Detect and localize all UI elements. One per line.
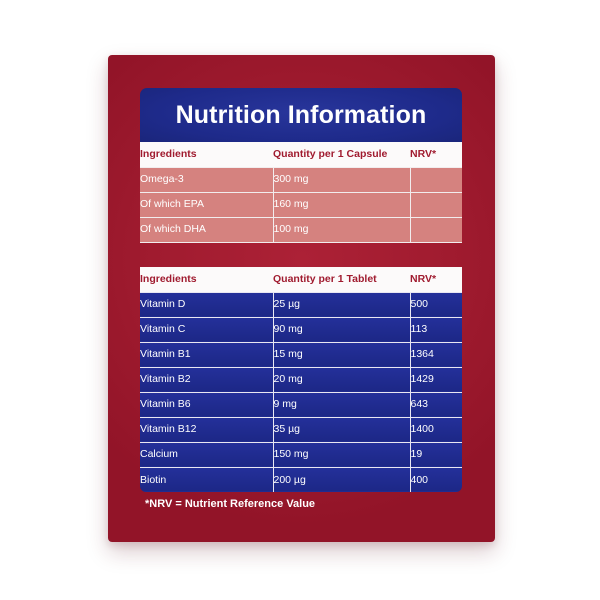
table-row: Vitamin B6 9 mg 643 bbox=[140, 391, 462, 417]
table-header-row: Ingredients Quantity per 1 Capsule NRV* bbox=[140, 142, 462, 167]
cell-ingredient: Vitamin D bbox=[140, 291, 273, 317]
cell-quantity: 300 mg bbox=[272, 166, 410, 192]
table-row: Vitamin D 25 µg 500 bbox=[140, 291, 462, 317]
cell-quantity: 25 µg bbox=[272, 291, 410, 317]
cell-quantity: 20 mg bbox=[272, 366, 410, 392]
cell-ingredient: Biotin bbox=[140, 466, 273, 492]
header-cell-ingredients: Ingredients bbox=[140, 142, 273, 167]
cell-nrv: 400 bbox=[409, 466, 462, 492]
table-row: Vitamin B2 20 mg 1429 bbox=[140, 366, 462, 392]
table-row: Vitamin B12 35 µg 1400 bbox=[140, 416, 462, 442]
header-cell-ingredients: Ingredients bbox=[140, 267, 273, 292]
cell-nrv bbox=[409, 166, 462, 192]
cell-quantity: 9 mg bbox=[272, 391, 410, 417]
section-gap-cell bbox=[140, 242, 462, 267]
cell-nrv: 643 bbox=[409, 391, 462, 417]
cell-ingredient: Vitamin B1 bbox=[140, 341, 273, 367]
table-row: Vitamin C 90 mg 113 bbox=[140, 316, 462, 342]
page-title: Nutrition Information bbox=[175, 100, 427, 129]
table-row: Omega-3 300 mg bbox=[140, 166, 462, 192]
cell-ingredient: Calcium bbox=[140, 441, 273, 467]
cell-nrv: 19 bbox=[409, 441, 462, 467]
cell-nrv bbox=[409, 191, 462, 217]
cell-nrv: 1429 bbox=[409, 366, 462, 392]
cell-quantity: 90 mg bbox=[272, 316, 410, 342]
cell-quantity: 150 mg bbox=[272, 441, 410, 467]
table-row: Calcium 150 mg 19 bbox=[140, 441, 462, 467]
cell-ingredient: Vitamin B6 bbox=[140, 391, 273, 417]
cell-ingredient: Omega-3 bbox=[140, 166, 273, 192]
table-row: Biotin 200 µg 400 bbox=[140, 466, 462, 492]
section-gap bbox=[140, 242, 462, 267]
nrv-footnote: *NRV = Nutrient Reference Value bbox=[145, 498, 316, 510]
cell-ingredient: Of which EPA bbox=[140, 191, 273, 217]
cell-nrv: 1364 bbox=[409, 341, 462, 367]
table-row: Vitamin B1 15 mg 1364 bbox=[140, 341, 462, 367]
cell-ingredient: Of which DHA bbox=[140, 216, 273, 243]
header-cell-nrv: NRV* bbox=[410, 267, 462, 292]
nutrition-table: Ingredients Quantity per 1 Capsule NRV* Ome… bbox=[140, 142, 462, 492]
cell-quantity: 100 mg bbox=[272, 216, 410, 243]
nutrition-label-card: Nutrition Information Ingredients Quantit… bbox=[108, 55, 495, 542]
title-banner: Nutrition Information bbox=[140, 88, 462, 142]
cell-nrv bbox=[409, 216, 462, 243]
header-cell-quantity: Quantity per 1 Capsule bbox=[273, 142, 410, 167]
cell-nrv: 1400 bbox=[409, 416, 462, 442]
cell-ingredient: Vitamin B12 bbox=[140, 416, 273, 442]
cell-quantity: 15 mg bbox=[272, 341, 410, 367]
cell-nrv: 113 bbox=[409, 316, 462, 342]
table-row: Of which DHA 100 mg bbox=[140, 216, 462, 243]
table-row: Of which EPA 160 mg bbox=[140, 191, 462, 217]
header-cell-quantity: Quantity per 1 Tablet bbox=[273, 267, 410, 292]
cell-quantity: 200 µg bbox=[272, 466, 410, 492]
header-cell-nrv: NRV* bbox=[410, 142, 462, 167]
cell-ingredient: Vitamin C bbox=[140, 316, 273, 342]
cell-quantity: 160 mg bbox=[272, 191, 410, 217]
cell-quantity: 35 µg bbox=[272, 416, 410, 442]
cell-nrv: 500 bbox=[409, 291, 462, 317]
table-header-row: Ingredients Quantity per 1 Tablet NRV* bbox=[140, 267, 462, 292]
cell-ingredient: Vitamin B2 bbox=[140, 366, 273, 392]
